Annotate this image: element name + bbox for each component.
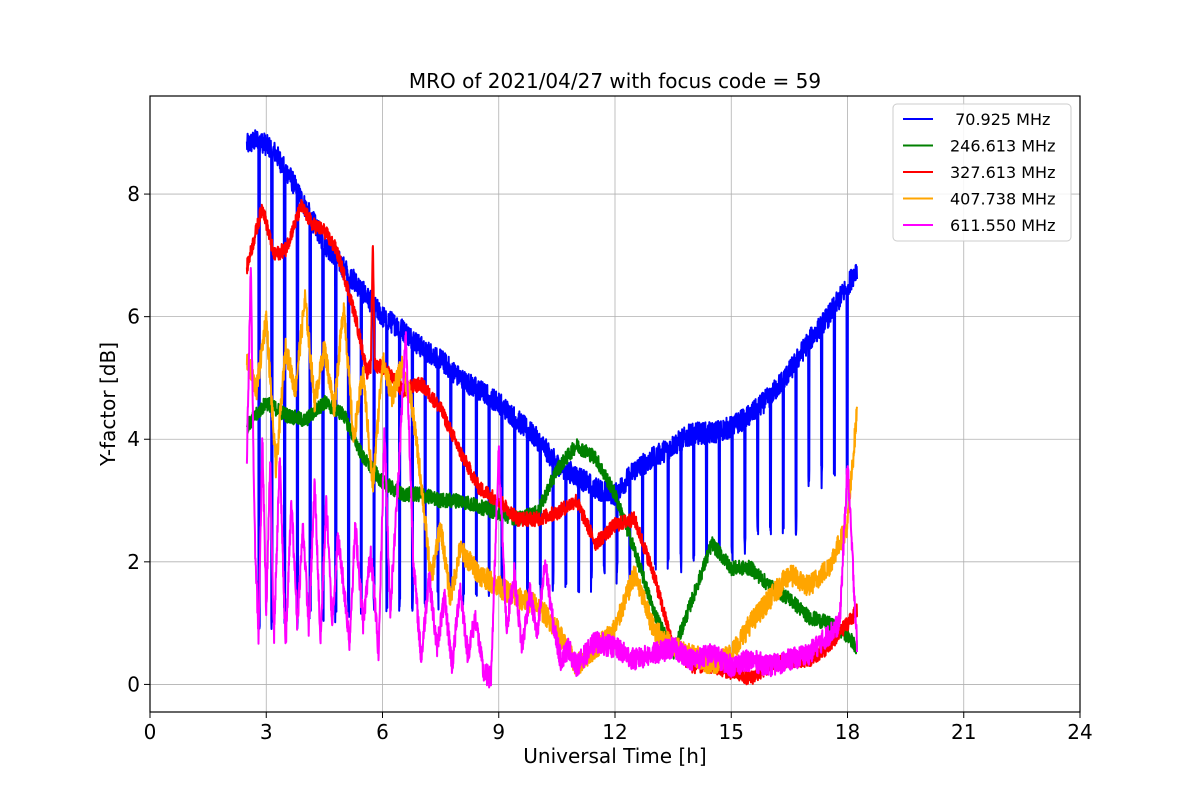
y-axis: 0 2 4 6 8 — [127, 182, 150, 696]
x-axis-label: Universal Time [h] — [523, 744, 706, 768]
legend-box — [892, 103, 1072, 242]
y-tick-label: 4 — [127, 427, 140, 451]
series-line — [245, 394, 858, 660]
series-line — [245, 267, 858, 689]
x-tick-label: 0 — [144, 720, 157, 744]
chart-title: MRO of 2021/04/27 with focus code = 59 — [409, 69, 821, 93]
x-tick-label: 9 — [492, 720, 505, 744]
x-tick-label: 12 — [602, 720, 627, 744]
series-line — [245, 289, 858, 675]
x-tick-label: 21 — [951, 720, 976, 744]
legend-label: 611.550 MHz — [950, 216, 1055, 235]
y-axis-label: Y-factor [dB] — [96, 342, 120, 467]
x-axis: 0 3 6 9 12 15 18 21 24 — [144, 712, 1093, 744]
y-tick-label: 0 — [127, 672, 140, 696]
legend: 70.925 MHz 246.613 MHz 327.613 MHz 407.738 … — [892, 103, 1072, 242]
series-line — [245, 129, 858, 630]
legend-label: 407.738 MHz — [950, 190, 1055, 209]
series-line — [245, 198, 858, 686]
legend-label: 70.925 MHz — [950, 110, 1050, 129]
y-tick-label: 8 — [127, 182, 140, 206]
y-tick-label: 2 — [127, 550, 140, 574]
y-tick-label: 6 — [127, 305, 140, 329]
plot-area — [245, 129, 858, 689]
x-tick-label: 3 — [260, 720, 273, 744]
legend-label: 246.613 MHz — [950, 137, 1055, 156]
x-tick-label: 6 — [376, 720, 389, 744]
x-tick-label: 24 — [1067, 720, 1092, 744]
x-tick-label: 15 — [719, 720, 744, 744]
x-tick-label: 18 — [835, 720, 860, 744]
legend-label: 327.613 MHz — [950, 163, 1055, 182]
